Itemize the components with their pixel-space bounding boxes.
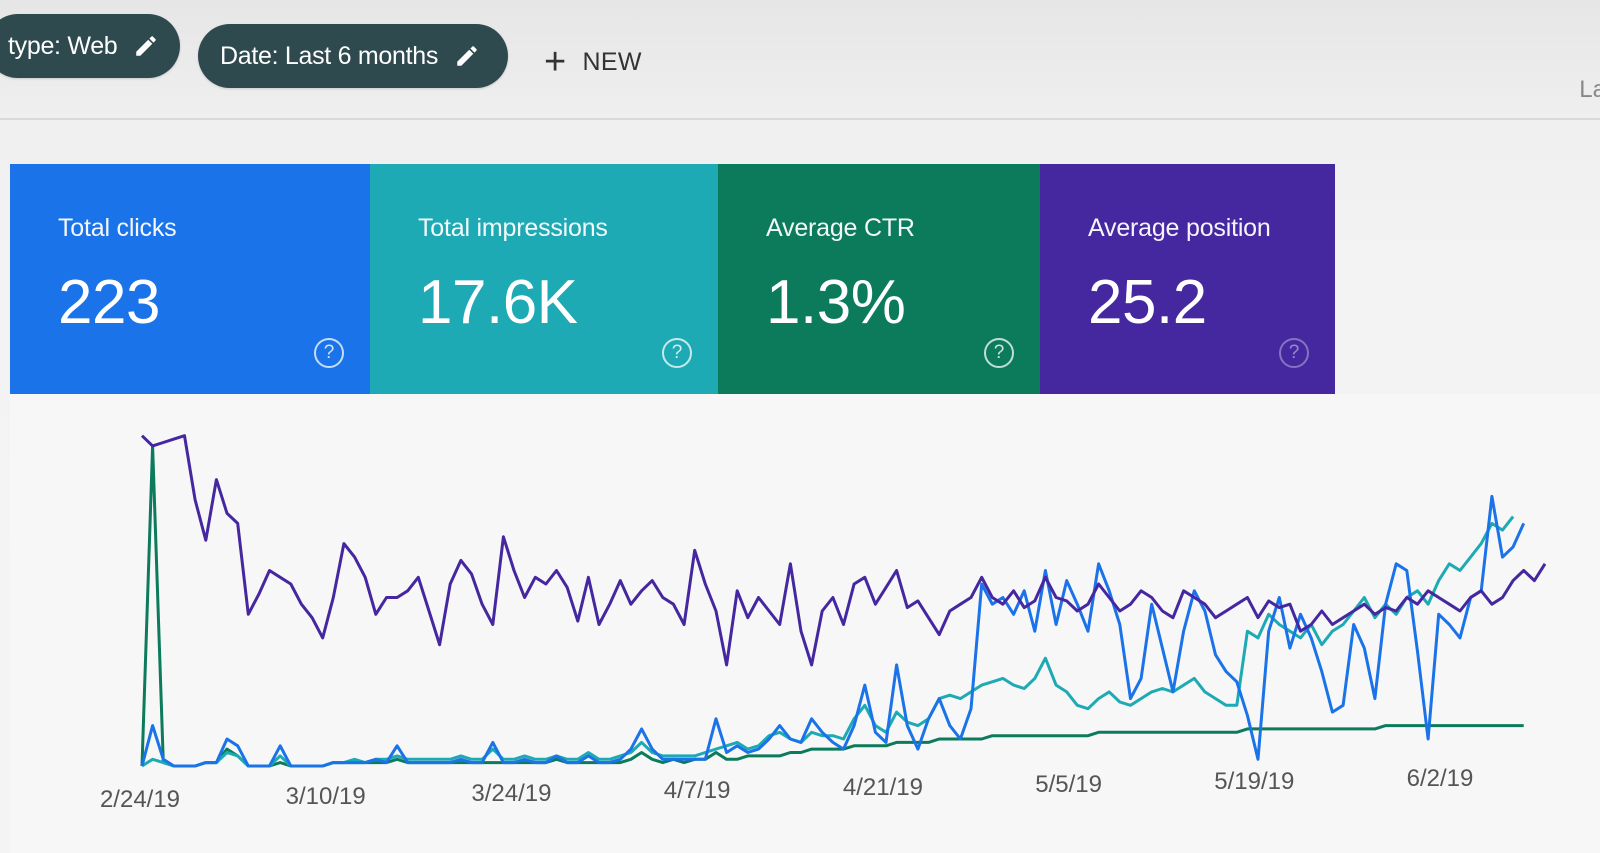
- edit-pencil-icon[interactable]: [454, 43, 480, 69]
- metric-card-average-position[interactable]: Average position 25.2 ?: [1040, 164, 1335, 394]
- x-axis-tick-label: 3/10/19: [286, 783, 366, 810]
- plus-icon: +: [544, 41, 567, 83]
- help-icon[interactable]: ?: [984, 338, 1014, 368]
- help-icon[interactable]: ?: [314, 338, 344, 368]
- x-axis-tick-label: 5/19/19: [1214, 768, 1294, 795]
- performance-chart: 2/24/19 3/10/19 3/24/19 4/7/19 4/21/19 5/5/19…: [10, 394, 1600, 853]
- metric-card-total-clicks[interactable]: Total clicks 223 ?: [10, 164, 370, 394]
- performance-line-chart: 2/24/19 3/10/19 3/24/19 4/7/19 4/21/19 5/5/19…: [100, 434, 1547, 813]
- metric-card-value: 25.2: [1088, 268, 1207, 337]
- filter-chip-date[interactable]: Date: Last 6 months: [198, 24, 508, 88]
- metric-card-value: 223: [58, 268, 160, 337]
- metric-cards: Total clicks 223 ? Total impressions 17.…: [10, 164, 1335, 394]
- help-icon[interactable]: ?: [1279, 338, 1309, 368]
- x-axis-tick-label: 5/5/19: [1035, 771, 1102, 798]
- metric-card-title: Average position: [1088, 214, 1271, 242]
- metric-card-title: Average CTR: [766, 214, 915, 242]
- last-updated-text: La: [1579, 76, 1600, 103]
- x-axis-tick-label: 6/2/19: [1407, 765, 1474, 792]
- filter-toolbar: type: Web Date: Last 6 months + NEW La: [0, 0, 1600, 120]
- filter-chip-search-type-label: type: Web: [8, 31, 118, 60]
- new-filter-button[interactable]: + NEW: [544, 40, 642, 84]
- series-line-1: [140, 494, 1526, 768]
- metric-card-value: 17.6K: [418, 268, 578, 337]
- filter-chip-date-label: Date: Last 6 months: [220, 41, 439, 70]
- chart-x-axis-ticks: 2/24/19 3/10/19 3/24/19 4/7/19 4/21/19 5/5/19…: [100, 765, 1473, 813]
- x-axis-tick-label: 4/21/19: [843, 774, 923, 801]
- edit-pencil-icon[interactable]: [133, 33, 159, 59]
- series-line-3: [140, 444, 1524, 768]
- metric-card-value: 1.3%: [766, 268, 906, 337]
- metric-card-average-ctr[interactable]: Average CTR 1.3% ?: [718, 164, 1040, 394]
- new-filter-button-label: NEW: [582, 47, 642, 76]
- filter-chip-search-type[interactable]: type: Web: [0, 14, 180, 78]
- x-axis-tick-label: 3/24/19: [471, 780, 551, 807]
- metric-card-title: Total impressions: [418, 214, 608, 242]
- x-axis-tick-label: 2/24/19: [100, 786, 180, 813]
- metric-card-total-impressions[interactable]: Total impressions 17.6K ?: [370, 164, 718, 394]
- series-line-0: [140, 434, 1547, 667]
- metric-card-title: Total clicks: [58, 214, 177, 242]
- x-axis-tick-label: 4/7/19: [664, 777, 731, 804]
- help-icon[interactable]: ?: [662, 338, 692, 368]
- chart-series-layer: [140, 434, 1547, 768]
